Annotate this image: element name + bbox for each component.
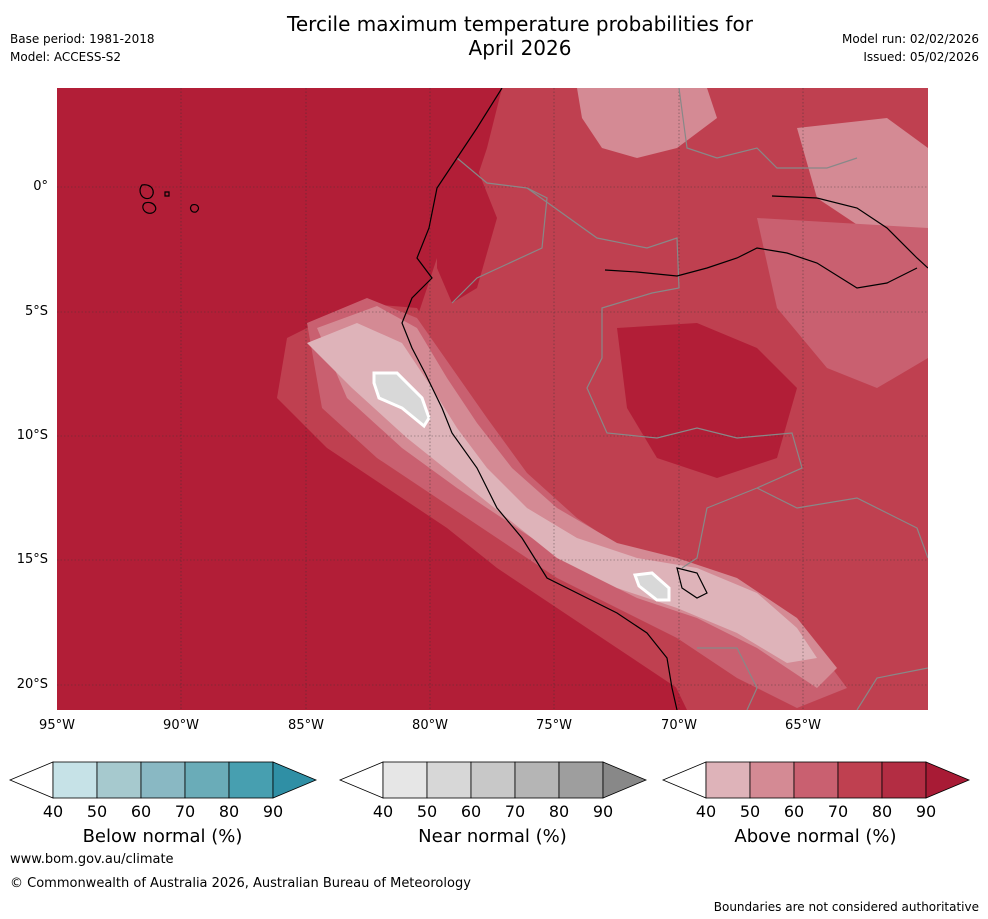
colorbar-tick: 40 bbox=[372, 802, 394, 821]
lon-tick: 80°W bbox=[412, 718, 448, 733]
colorbar-tick: 40 bbox=[42, 802, 64, 821]
lat-tick: 0° bbox=[33, 179, 48, 194]
website-link[interactable]: www.bom.gov.au/climate bbox=[10, 852, 174, 867]
above-normal-colorbar bbox=[661, 761, 971, 799]
near-normal-colorbar bbox=[338, 761, 648, 799]
lat-tick: 15°S bbox=[16, 552, 48, 567]
land-above-60-region bbox=[797, 118, 928, 238]
country-borders bbox=[451, 88, 928, 710]
colorbar-tick: 80 bbox=[548, 802, 570, 821]
land-above-90-region bbox=[617, 323, 797, 478]
below-normal-colorbar bbox=[8, 761, 318, 799]
colorbar-tick: 70 bbox=[504, 802, 526, 821]
lon-tick: 70°W bbox=[661, 718, 697, 733]
colorbar-tick: 50 bbox=[739, 802, 761, 821]
coastline bbox=[139, 88, 928, 710]
near-normal-label: Near normal (%) bbox=[418, 826, 567, 847]
lon-tick: 75°W bbox=[536, 718, 572, 733]
colorbar-tick: 90 bbox=[592, 802, 614, 821]
colorbar-tick: 70 bbox=[174, 802, 196, 821]
colorbar-tick: 40 bbox=[695, 802, 717, 821]
lat-tick: 5°S bbox=[24, 304, 48, 319]
land-above-90-region bbox=[437, 168, 497, 303]
colorbar-tick: 80 bbox=[218, 802, 240, 821]
colorbar-tick: 90 bbox=[262, 802, 284, 821]
colorbar-tick: 50 bbox=[416, 802, 438, 821]
near-normal-patch bbox=[632, 571, 671, 602]
colorbar-tick: 50 bbox=[86, 802, 108, 821]
title-line-1: Tercile maximum temperature probabilitie… bbox=[287, 12, 753, 36]
graticule bbox=[57, 88, 928, 710]
colorbar-tick: 80 bbox=[871, 802, 893, 821]
model-run-date: Model run: 02/02/2026 bbox=[841, 32, 979, 46]
lat-tick: 10°S bbox=[16, 428, 48, 443]
issued-date: Issued: 05/02/2026 bbox=[863, 50, 979, 64]
boundaries-disclaimer: Boundaries are not considered authoritat… bbox=[713, 900, 979, 914]
near-normal-patch bbox=[372, 371, 431, 429]
land-above-70-region bbox=[757, 218, 928, 388]
colorbar-tick: 60 bbox=[783, 802, 805, 821]
below-normal-label: Below normal (%) bbox=[82, 826, 243, 847]
above-normal-label: Above normal (%) bbox=[734, 826, 897, 847]
colorbar-tick: 70 bbox=[827, 802, 849, 821]
lat-tick: 20°S bbox=[16, 677, 48, 692]
coastal-above-50-band bbox=[307, 323, 817, 663]
lon-tick: 65°W bbox=[785, 718, 821, 733]
map-title: Tercile maximum temperature probabilitie… bbox=[0, 12, 988, 60]
land-above-60-region bbox=[577, 88, 717, 158]
colorbar-tick: 60 bbox=[130, 802, 152, 821]
probability-map bbox=[57, 88, 928, 710]
lon-tick: 90°W bbox=[163, 718, 199, 733]
base-period: Base period: 1981-2018 bbox=[10, 32, 155, 46]
title-line-2: April 2026 bbox=[468, 36, 572, 60]
model-name: Model: ACCESS-S2 bbox=[10, 50, 122, 64]
colorbar-tick: 90 bbox=[915, 802, 937, 821]
copyright-notice: © Commonwealth of Australia 2026, Austra… bbox=[10, 876, 471, 891]
colorbar-tick: 60 bbox=[460, 802, 482, 821]
lon-tick: 85°W bbox=[288, 718, 324, 733]
lon-tick: 95°W bbox=[39, 718, 75, 733]
